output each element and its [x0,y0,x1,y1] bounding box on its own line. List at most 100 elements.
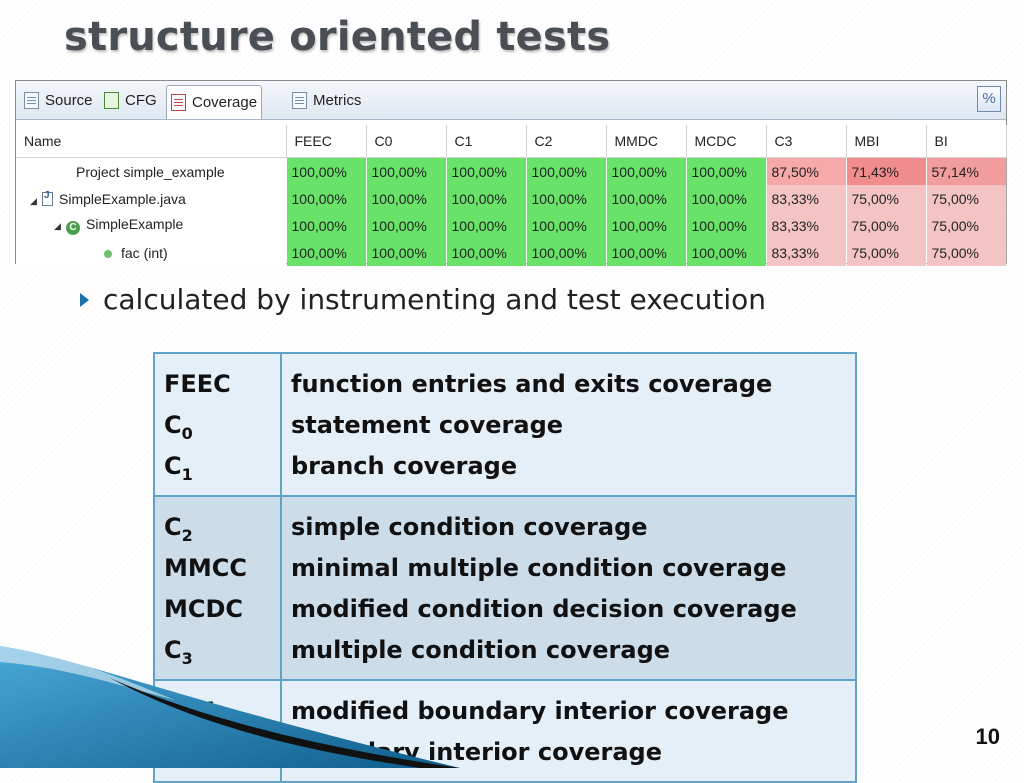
description: minimal multiple condition coverage [291,554,787,582]
coverage-cell: 87,50% [766,157,847,185]
description-cell: simple condition coverage minimal multip… [280,495,857,681]
coverage-cell: 100,00% [366,239,447,266]
table-row[interactable]: ◢ SimpleExample.java 100,00% 100,00% 100,… [16,185,1007,212]
coverage-cell: 100,00% [526,185,607,212]
coverage-cell: 83,33% [766,212,847,239]
coverage-cell: 75,00% [846,212,927,239]
cfg-graph-icon [104,91,119,109]
coverage-cell: 100,00% [286,185,367,212]
description: branch coverage [291,452,518,480]
coverage-cell: 83,33% [766,239,847,266]
coverage-cell: 100,00% [606,185,687,212]
coverage-cell: 100,00% [606,239,687,266]
column-header-c0[interactable]: C0 [366,125,447,158]
coverage-cell: 75,00% [926,185,1007,212]
abbreviation: C0 [164,411,193,443]
coverage-cell: 100,00% [366,157,447,185]
slide-title: structure oriented tests [64,14,611,60]
table-row[interactable]: ◢ C SimpleExample 100,00% 100,00% 100,00% … [16,212,1007,239]
column-header-mbi[interactable]: MBI [846,125,927,158]
coverage-cell: 100,00% [606,157,687,185]
coverage-cell: 100,00% [366,212,447,239]
view-tab-bar: Source CFG Coverage Metrics % [16,81,1006,120]
column-header-name[interactable]: Name [16,125,287,158]
abbreviation: C2 [164,513,193,545]
row-name: SimpleExample [86,216,184,232]
tab-metrics[interactable]: Metrics [288,86,365,114]
abbreviation: C3 [164,636,193,668]
metrics-icon [292,91,307,109]
coverage-cell: 100,00% [286,212,367,239]
collapse-arrow-icon[interactable]: ◢ [54,221,61,231]
row-name: Project simple_example [16,157,287,185]
column-header-c2[interactable]: C2 [526,125,607,158]
table-row[interactable]: fac (int) 100,00% 100,00% 100,00% 100,00… [16,239,1007,266]
row-name-cell: ◢ SimpleExample.java [16,185,287,212]
coverage-header-row: Name FEEC C0 C1 C2 MMDC MCDC C3 MBI BI [16,125,1007,158]
coverage-cell: 75,00% [926,239,1007,266]
tab-cfg-label: CFG [125,91,157,109]
abbreviation-cell: FEEC C0 C1 [153,352,282,497]
tab-coverage[interactable]: Coverage [166,85,263,119]
abbreviation: MMCC [164,554,247,582]
coverage-report-icon [171,94,186,111]
coverage-table: Name FEEC C0 C1 C2 MMDC MCDC C3 MBI BI P… [16,125,1007,266]
column-header-mcdc[interactable]: MCDC [686,125,767,158]
coverage-cell: 100,00% [446,185,527,212]
decorative-swoosh [0,646,460,768]
definitions-row: FEEC C0 C1 function entries and exits co… [153,352,857,497]
coverage-cell: 100,00% [686,212,767,239]
coverage-cell: 100,00% [286,157,367,185]
row-name-cell: fac (int) [16,239,287,266]
coverage-cell: 100,00% [686,157,767,185]
coverage-cell: 100,00% [446,157,527,185]
coverage-cell: 100,00% [606,212,687,239]
tab-metrics-label: Metrics [313,91,362,109]
abbreviation: MCDC [164,595,244,623]
coverage-cell: 100,00% [526,239,607,266]
coverage-cell: 100,00% [286,239,367,266]
tab-cfg[interactable]: CFG [100,86,161,114]
percent-toggle-button[interactable]: % [977,86,1001,112]
coverage-cell: 71,43% [846,157,927,185]
coverage-cell: 100,00% [446,212,527,239]
coverage-cell: 75,00% [846,239,927,266]
source-file-icon [24,91,39,109]
coverage-cell: 100,00% [526,212,607,239]
tab-coverage-label: Coverage [192,94,258,111]
row-name: SimpleExample.java [59,190,186,207]
coverage-cell: 75,00% [926,212,1007,239]
coverage-cell: 75,00% [846,185,927,212]
abbreviation: C1 [164,452,193,484]
description: modified boundary interior coverage [291,697,789,725]
column-header-c3[interactable]: C3 [766,125,847,158]
column-header-bi[interactable]: BI [926,125,1007,158]
column-header-mmdc[interactable]: MMDC [606,125,687,158]
tab-source-label: Source [45,91,93,109]
table-row[interactable]: Project simple_example 100,00% 100,00% 1… [16,157,1007,185]
row-name-cell: ◢ C SimpleExample [16,212,287,239]
description: function entries and exits coverage [291,370,773,398]
description-cell: modified boundary interior coverage boun… [280,679,857,783]
description: multiple condition coverage [291,636,671,664]
coverage-cell: 100,00% [526,157,607,185]
description: simple condition coverage [291,513,648,541]
coverage-cell: 100,00% [366,185,447,212]
column-header-c1[interactable]: C1 [446,125,527,158]
collapse-arrow-icon[interactable]: ◢ [30,195,37,206]
bullet-arrow-icon [80,292,89,307]
column-header-feec[interactable]: FEEC [286,125,367,158]
coverage-cell: 100,00% [686,185,767,212]
coverage-view-panel: Source CFG Coverage Metrics % Name FEEC … [15,80,1007,266]
description: statement coverage [291,411,564,439]
row-name: fac (int) [121,244,168,261]
tab-source[interactable]: Source [20,86,97,114]
class-icon: C [66,221,80,235]
coverage-cell: 83,33% [766,185,847,212]
definitions-row: C2 MMCC MCDC C3 simple condition coverag… [153,495,857,681]
bullet-item: calculated by instrumenting and test exe… [80,283,766,316]
coverage-cell: 57,14% [926,157,1007,185]
java-file-icon [42,190,53,206]
description: modified condition decision coverage [291,595,797,623]
bullet-text: calculated by instrumenting and test exe… [103,283,767,316]
